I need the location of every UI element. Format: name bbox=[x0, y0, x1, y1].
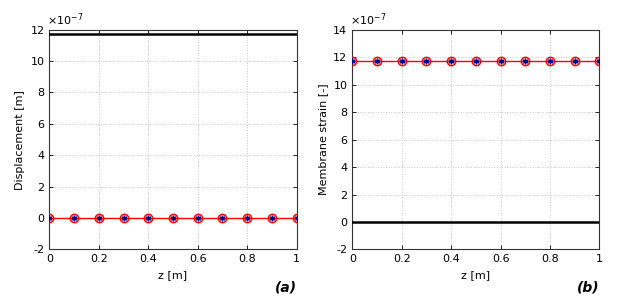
Text: (b): (b) bbox=[577, 280, 599, 294]
Text: $\times\mathregular{10^{-7}}$: $\times\mathregular{10^{-7}}$ bbox=[350, 11, 386, 28]
X-axis label: z [m]: z [m] bbox=[158, 270, 188, 280]
Y-axis label: Displacement [m]: Displacement [m] bbox=[15, 90, 25, 189]
Text: (a): (a) bbox=[274, 280, 297, 294]
X-axis label: z [m]: z [m] bbox=[461, 270, 491, 280]
Y-axis label: Membrane strain [-]: Membrane strain [-] bbox=[318, 84, 328, 195]
Text: $\times\mathregular{10^{-7}}$: $\times\mathregular{10^{-7}}$ bbox=[47, 11, 83, 28]
